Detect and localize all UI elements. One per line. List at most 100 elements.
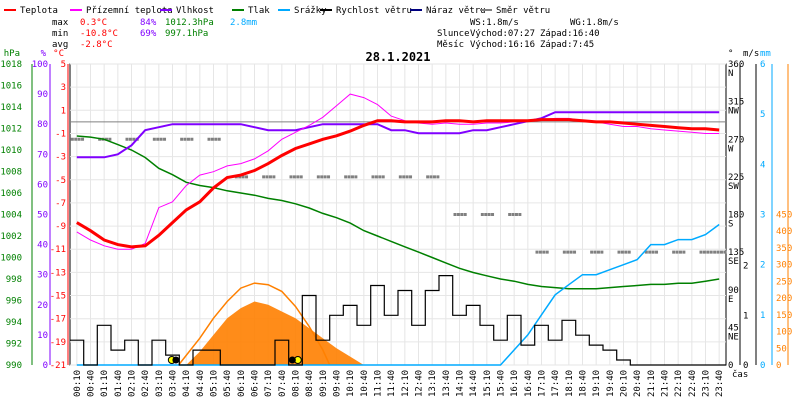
x-tick-label: 03:40 — [169, 370, 179, 397]
legend-label: Náraz větru — [426, 6, 486, 16]
x-tick-label: 13:40 — [442, 370, 452, 397]
x-tick-label: 06:40 — [251, 370, 261, 397]
x-tick-label: 10:40 — [360, 370, 370, 397]
direction-tick-label: 45 — [728, 323, 739, 333]
wind-direction-mark — [426, 175, 430, 179]
wind-direction-mark — [347, 175, 351, 179]
wind-direction-mark — [545, 250, 549, 254]
hum-tick-label: 10 — [37, 331, 48, 341]
wind-direction-mark — [573, 250, 577, 254]
press-tick-label: 998 — [6, 275, 22, 285]
x-tick-label: 18:10 — [565, 370, 575, 397]
legend-label: Srážky — [294, 6, 327, 16]
wind-direction-mark — [327, 175, 331, 179]
hum-tick-label: 40 — [37, 241, 48, 251]
wind-tick-label: 0 — [743, 361, 748, 371]
x-tick-label: 02:40 — [141, 370, 151, 397]
temp-tick-label: -11 — [50, 245, 66, 255]
temp-tick-label: -21 — [50, 361, 66, 371]
stats-min-hum: 69% — [140, 29, 157, 39]
wind-direction-mark — [262, 175, 266, 179]
series-wind-speed — [70, 275, 726, 366]
wind-direction-mark — [699, 250, 703, 254]
wind-direction-mark — [156, 137, 160, 141]
wind-direction-mark — [491, 213, 495, 216]
x-tick-label: 12:10 — [401, 370, 411, 397]
stats-max-precip: 2.8mm — [230, 18, 257, 28]
temp-tick-label: -5 — [55, 176, 66, 186]
x-tick-label: 01:40 — [114, 370, 124, 397]
stats-sun-rise: Východ:07:27 — [470, 29, 535, 39]
legend-label: Vlhkost — [176, 6, 214, 16]
wind-direction-mark — [292, 175, 296, 179]
x-tick-label: 20:40 — [633, 370, 643, 397]
wind-direction-mark — [398, 175, 402, 179]
wind-direction-mark — [405, 175, 409, 179]
x-tick-label: 17:10 — [538, 370, 548, 397]
wind-direction-mark — [241, 175, 245, 179]
wind-direction-mark — [508, 213, 512, 216]
x-tick-label: 19:10 — [592, 370, 602, 397]
plot-frame — [69, 63, 727, 366]
wind-direction-mark — [214, 137, 218, 141]
solar-area — [186, 301, 364, 365]
solar-tick-label: 350 — [776, 244, 792, 254]
direction-tick-name: NW — [728, 107, 739, 117]
x-tick-label: 14:40 — [469, 370, 479, 397]
wind-direction-mark — [542, 250, 546, 254]
direction-tick-name: SE — [728, 257, 739, 267]
legend-label: Teplota — [20, 6, 58, 16]
press-tick-label: 992 — [6, 340, 22, 350]
wind-direction-mark — [535, 250, 539, 254]
wind-direction-mark — [74, 137, 78, 141]
wind-direction-mark — [480, 213, 484, 216]
wind-direction-mark — [350, 175, 354, 179]
temp-axis-unit: °C — [53, 49, 64, 59]
temp-tick-label: -1 — [55, 129, 66, 139]
stats-moon-rise: Východ:16:16 — [470, 40, 535, 50]
wind-direction-mark — [518, 213, 522, 216]
temp-tick-label: 3 — [61, 83, 66, 93]
x-tick-label: 16:40 — [524, 370, 534, 397]
wind-direction-mark — [186, 137, 190, 141]
x-tick-label: 04:10 — [182, 370, 192, 397]
press-tick-label: 994 — [6, 318, 22, 328]
moonset-marker — [172, 356, 180, 364]
plot-area — [70, 93, 727, 366]
direction-tick-name: E — [728, 295, 733, 305]
wind-direction-mark — [511, 213, 515, 216]
wind-direction-mark — [432, 175, 436, 179]
legend-label: Tlak — [248, 6, 270, 16]
x-tick-label: 20:10 — [620, 370, 630, 397]
stats-panel: max 0.3°C 84% 1012.3hPa 2.8mm min -10.8°… — [52, 18, 619, 50]
temp-tick-label: -3 — [55, 153, 66, 163]
press-tick-label: 1002 — [0, 232, 22, 242]
x-tick-label: 12:40 — [415, 370, 425, 397]
hum-axis-unit: % — [41, 49, 47, 59]
x-tick-label: 08:10 — [292, 370, 302, 397]
wind-direction-mark — [590, 250, 594, 254]
x-tick-label: 15:10 — [483, 370, 493, 397]
x-tick-label: 18:40 — [579, 370, 589, 397]
solar-tick-label: 450 — [776, 211, 792, 221]
wind-direction-mark — [569, 250, 573, 254]
axes: 00:10 00:40 01:10 01:40 02:10 02:40 03:10 03:40… — [0, 49, 792, 397]
press-tick-label: 1006 — [0, 189, 22, 199]
wind-direction-mark — [675, 250, 679, 254]
precip-tick-label: 2 — [760, 261, 765, 271]
wind-direction-mark — [672, 250, 676, 254]
legend: Teplota Přízemní teplota Vlhkost Tlak Srážky… — [4, 6, 550, 16]
solar-tick-label: 50 — [776, 344, 787, 354]
wind-direction-mark — [678, 250, 682, 254]
wind-direction-mark — [514, 213, 518, 216]
sun-elevation-line — [178, 282, 331, 366]
wind-direction-mark — [108, 137, 112, 141]
wind-direction-mark — [460, 213, 464, 216]
wind-direction-mark — [159, 137, 163, 141]
precip-tick-label: 6 — [760, 60, 765, 70]
wind-direction-mark — [651, 250, 655, 254]
wind-direction-mark — [620, 250, 624, 254]
wind-direction-mark — [716, 250, 720, 254]
wind-direction-mark — [128, 137, 132, 141]
